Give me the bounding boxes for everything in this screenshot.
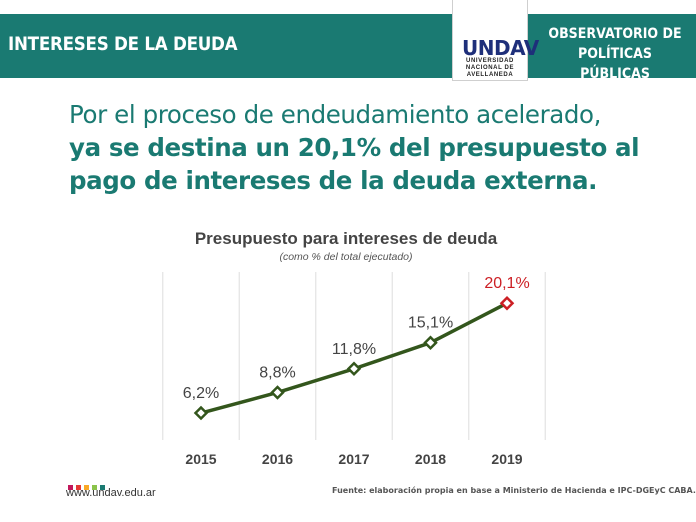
data-point-marker: [499, 295, 515, 311]
chart-subtitle: (como % del total ejecutado): [279, 251, 412, 263]
chart-series: [193, 295, 515, 421]
header-band: [0, 14, 696, 78]
data-label: 20,1%: [484, 275, 529, 292]
logo-line-2: NACIONAL DE: [465, 65, 515, 71]
footer-source: Fuente: elaboración propia en base a Min…: [332, 486, 696, 495]
observatorio-label: OBSERVATORIO DE POLÍTICAS PÚBLICAS: [544, 24, 686, 84]
footer-url-link[interactable]: www.undav.edu.ar: [66, 487, 156, 499]
headline: Por el proceso de endeudamiento acelerad…: [69, 98, 669, 197]
x-tick-label: 2015: [185, 451, 216, 467]
data-point-marker: [270, 385, 285, 400]
footer-square: [68, 485, 73, 490]
footer-square: [76, 485, 81, 490]
logo-mark: UNDAV: [462, 36, 539, 60]
logo-line-1: UNIVERSIDAD: [466, 58, 514, 64]
headline-line-1: Por el proceso de endeudamiento acelerad…: [69, 100, 602, 129]
data-label: 15,1%: [408, 315, 453, 332]
x-tick-label: 2016: [262, 451, 293, 467]
observatorio-line-2: POLÍTICAS PÚBLICAS: [577, 46, 653, 82]
data-label: 8,8%: [259, 364, 295, 381]
data-label: 11,8%: [332, 341, 376, 358]
x-tick-label: 2018: [415, 451, 446, 467]
headline-line-3: pago de intereses de la deuda externa.: [69, 166, 598, 195]
logo-line-3: AVELLANEDA: [466, 72, 514, 78]
footer-square: [100, 485, 105, 490]
chart-labels: 6,2% 2015 8,8% 2016 11,8% 2017 15,1% 2018 20,1% 2…: [183, 275, 530, 467]
chart-title: Presupuesto para intereses de deuda: [195, 229, 498, 248]
x-tick-label: 2019: [491, 451, 522, 467]
observatorio-line-1: OBSERVATORIO DE: [548, 26, 682, 42]
headline-line-2: ya se destina un 20,1% del presupuesto a…: [69, 133, 640, 162]
data-point-marker: [193, 405, 209, 421]
page-title: INTERESES DE LA DEUDA: [8, 33, 238, 55]
series-line: [200, 301, 508, 415]
footer-color-squares: [68, 477, 108, 495]
footer-square: [84, 485, 89, 490]
x-tick-label: 2017: [338, 451, 369, 467]
data-point-marker: [423, 335, 438, 350]
data-label: 6,2%: [183, 385, 219, 402]
undav-logo: UNDAV UNIVERSIDAD NACIONAL DE AVELLANEDA: [452, 0, 539, 81]
data-point-marker: [346, 361, 362, 377]
footer-square: [92, 485, 97, 490]
